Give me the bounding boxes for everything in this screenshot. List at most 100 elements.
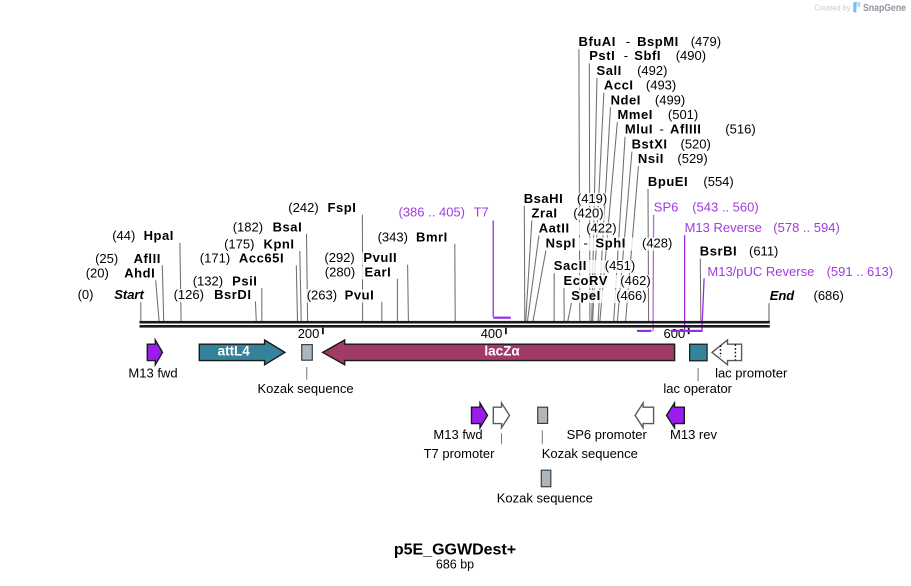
svg-text:M13/pUC Reverse: M13/pUC Reverse	[707, 264, 814, 279]
svg-text:BpuEI: BpuEI	[648, 174, 688, 189]
svg-text:(386 .. 405): (386 .. 405)	[399, 204, 466, 219]
svg-text:lac operator: lac operator	[663, 381, 732, 396]
svg-text:SacII: SacII	[554, 258, 587, 273]
svg-text:BsaI: BsaI	[273, 220, 303, 235]
svg-text:HpaI: HpaI	[144, 228, 174, 243]
svg-text:(479): (479)	[691, 34, 721, 49]
svg-text:(492): (492)	[637, 63, 667, 78]
svg-text:End: End	[770, 288, 796, 303]
svg-text:M13 rev: M13 rev	[670, 427, 717, 442]
svg-text:(493): (493)	[646, 78, 676, 93]
svg-text:(263): (263)	[307, 287, 337, 302]
svg-text:KpnI: KpnI	[264, 237, 295, 252]
svg-text:Kozak sequence: Kozak sequence	[542, 446, 638, 461]
svg-text:MmeI: MmeI	[618, 107, 653, 122]
svg-text:SpeI: SpeI	[571, 288, 601, 303]
svg-text:NsiI: NsiI	[638, 151, 664, 166]
svg-text:400: 400	[481, 326, 503, 341]
svg-text:(422): (422)	[586, 220, 616, 235]
svg-text:BsaHI: BsaHI	[524, 191, 564, 206]
svg-text:EarI: EarI	[365, 264, 392, 279]
svg-text:(25): (25)	[95, 251, 118, 266]
svg-text:(343): (343)	[378, 229, 408, 244]
svg-text:(182): (182)	[233, 220, 263, 235]
svg-text:(292): (292)	[324, 250, 354, 265]
svg-text:(501): (501)	[668, 107, 698, 122]
svg-text:p5E_GGWDest+: p5E_GGWDest+	[394, 542, 516, 559]
svg-text:(44): (44)	[112, 228, 135, 243]
svg-text:AatII: AatII	[539, 220, 570, 235]
svg-text:200: 200	[298, 326, 320, 341]
svg-text:PstI: PstI	[589, 48, 615, 63]
svg-text:(280): (280)	[325, 264, 355, 279]
svg-text:Kozak sequence: Kozak sequence	[257, 381, 353, 396]
svg-text:T7 promoter: T7 promoter	[424, 446, 495, 461]
svg-text:(462): (462)	[620, 273, 650, 288]
svg-text:(520): (520)	[681, 136, 711, 151]
svg-text:AccI: AccI	[604, 78, 634, 93]
svg-text:FspI: FspI	[328, 200, 357, 215]
svg-text:SP6: SP6	[654, 200, 679, 215]
svg-text:SnapGene: SnapGene	[863, 3, 906, 14]
svg-text:(490): (490)	[676, 48, 706, 63]
svg-text:(578 .. 594): (578 .. 594)	[773, 220, 840, 235]
svg-text:PvuII: PvuII	[363, 250, 397, 265]
svg-text:(611): (611)	[749, 244, 778, 259]
svg-text:-: -	[624, 48, 628, 63]
svg-text:(126): (126)	[174, 287, 204, 302]
svg-text:NspI: NspI	[546, 235, 576, 250]
svg-text:T7: T7	[474, 204, 489, 219]
svg-text:(466): (466)	[616, 288, 646, 303]
svg-text:-: -	[660, 122, 664, 137]
svg-text:Start: Start	[114, 287, 144, 302]
svg-text:(516): (516)	[725, 122, 755, 137]
svg-text:(591 .. 613): (591 .. 613)	[827, 264, 894, 279]
svg-text:lacZα: lacZα	[484, 344, 520, 359]
svg-text:AflIII: AflIII	[670, 122, 701, 137]
svg-text:(20): (20)	[86, 265, 109, 280]
svg-text:BfuAI: BfuAI	[579, 34, 616, 49]
svg-text:M13 Reverse: M13 Reverse	[685, 220, 762, 235]
svg-text:AhdI: AhdI	[124, 265, 155, 280]
svg-text:M13 fwd: M13 fwd	[433, 427, 482, 442]
svg-text:AflII: AflII	[134, 251, 161, 266]
svg-text:NdeI: NdeI	[611, 92, 641, 107]
svg-text:(175): (175)	[224, 237, 254, 252]
svg-text:SalI: SalI	[597, 63, 622, 78]
svg-text:MluI: MluI	[625, 122, 653, 137]
svg-text:(242): (242)	[288, 200, 318, 215]
svg-text:(451): (451)	[605, 258, 635, 273]
svg-text:(132): (132)	[193, 274, 223, 289]
svg-text:(428): (428)	[642, 235, 672, 250]
svg-text:M13 fwd: M13 fwd	[128, 366, 177, 381]
svg-text:686 bp: 686 bp	[436, 558, 474, 572]
svg-text:ZraI: ZraI	[532, 205, 558, 220]
svg-text:-: -	[584, 235, 588, 250]
svg-text:(419): (419)	[577, 191, 607, 206]
svg-text:PvuI: PvuI	[345, 287, 375, 302]
svg-text:BsrDI: BsrDI	[214, 287, 251, 302]
svg-text:(686): (686)	[814, 288, 844, 303]
svg-text:Kozak sequence: Kozak sequence	[497, 490, 593, 505]
svg-text:(499): (499)	[655, 92, 685, 107]
svg-text:SP6 promoter: SP6 promoter	[567, 427, 648, 442]
svg-text:SbfI: SbfI	[634, 48, 661, 63]
svg-text:EcoRV: EcoRV	[564, 273, 608, 288]
svg-text:-: -	[626, 34, 630, 49]
svg-text:(529): (529)	[677, 151, 707, 166]
svg-text:(554): (554)	[703, 174, 733, 189]
svg-text:(420): (420)	[573, 205, 603, 220]
svg-text:BstXI: BstXI	[632, 136, 668, 151]
svg-text:SphI: SphI	[596, 235, 626, 250]
svg-text:PsiI: PsiI	[232, 274, 257, 289]
svg-text:BsrBI: BsrBI	[700, 244, 737, 259]
svg-text:(0): (0)	[78, 287, 94, 302]
svg-text:(543 .. 560): (543 .. 560)	[692, 200, 759, 215]
svg-text:attL4: attL4	[218, 344, 251, 359]
svg-text:BspMI: BspMI	[637, 34, 679, 49]
svg-text:BmrI: BmrI	[416, 229, 448, 244]
svg-text:Acc65I: Acc65I	[239, 251, 284, 266]
svg-text:lac promoter: lac promoter	[715, 366, 788, 381]
svg-text:Created by: Created by	[814, 3, 851, 13]
svg-text:600: 600	[663, 326, 685, 341]
